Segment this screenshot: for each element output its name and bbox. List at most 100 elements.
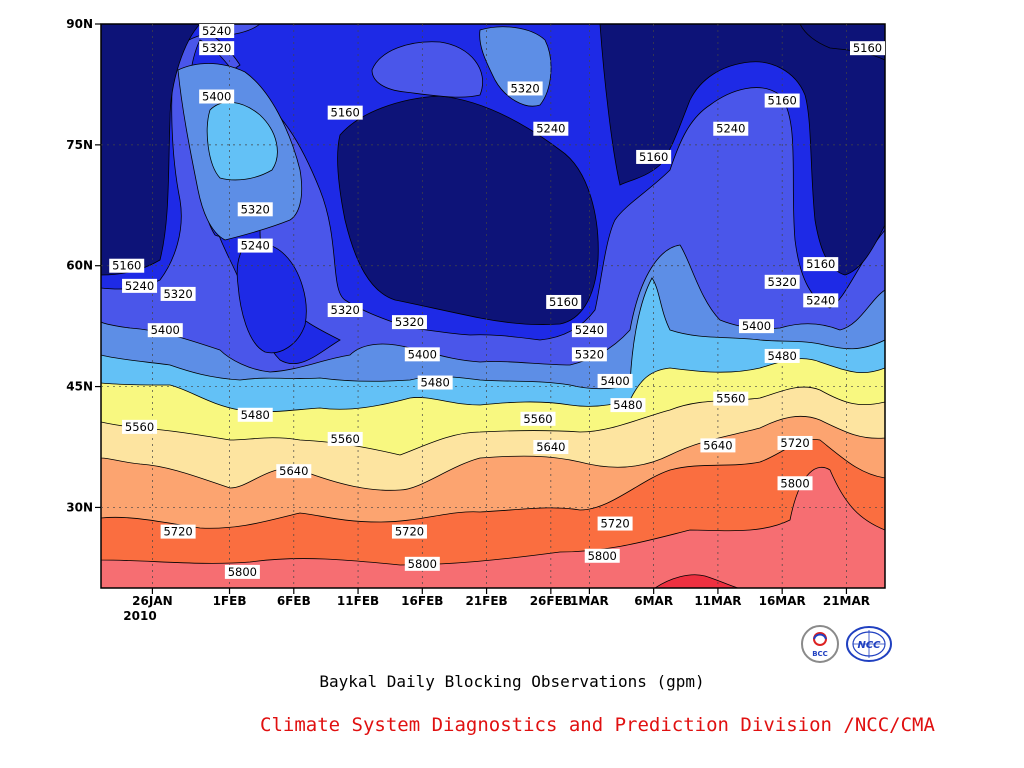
contour-label-text: 5160: [768, 94, 797, 108]
contour-label: 5560: [122, 419, 158, 434]
y-tick-label: 30N: [66, 500, 93, 514]
contour-label: 5160: [327, 105, 363, 120]
patch-5160-west: [236, 243, 307, 354]
contour-label-text: 5320: [510, 81, 539, 95]
contour-label: 5480: [237, 407, 273, 422]
contour-label-box: [327, 105, 363, 120]
contour-label-text: 5560: [716, 392, 745, 406]
contour-label: 5560: [327, 431, 363, 446]
ncc-emblem-icon: NCC: [846, 626, 892, 662]
contour-label-box: [199, 89, 235, 104]
contour-label-box: [764, 93, 800, 108]
x-year-label: 2010: [123, 609, 156, 623]
contour-label-box: [224, 564, 260, 579]
contour-label-box: [160, 524, 196, 539]
contour-label-box: [700, 438, 736, 453]
contour-label: 5800: [224, 564, 260, 579]
contour-label-box: [109, 258, 145, 273]
contour-label: 5640: [533, 440, 569, 454]
contour-label-text: 5640: [279, 464, 308, 478]
contour-label-box: [507, 81, 543, 96]
contour-label-box: [636, 149, 672, 164]
contour-label-text: 5640: [703, 438, 732, 452]
contour-label-box: [404, 556, 440, 571]
x-tick-label: 16FEB: [401, 594, 443, 608]
contour-label-text: 5560: [125, 420, 154, 434]
contour-label-text: 5400: [600, 374, 629, 388]
contour-label-text: 5560: [331, 432, 360, 446]
contour-label: 5240: [237, 238, 273, 253]
contour-label-box: [584, 548, 620, 563]
contour-label-box: [327, 431, 363, 446]
contour-label: 5160: [109, 258, 145, 273]
contour-label-text: 5320: [395, 315, 424, 329]
contour-label-box: [404, 347, 440, 362]
contour-label-box: [417, 375, 453, 390]
contour-label-text: 5400: [742, 319, 771, 333]
contour-label-box: [777, 476, 813, 491]
contour-label: 5720: [597, 516, 633, 531]
contour-label-text: 5320: [575, 347, 604, 361]
contour-label-text: 5320: [768, 275, 797, 289]
contour-label-box: [276, 464, 312, 479]
bcc-emblem-icon: BCC: [801, 625, 839, 663]
contour-label: 5640: [700, 438, 736, 453]
contour-label: 5240: [571, 323, 607, 338]
contour-label-text: 5320: [331, 303, 360, 317]
contour-label-box: [597, 373, 633, 388]
contour-label-box: [533, 121, 569, 136]
x-tick-label: 16MAR: [759, 594, 806, 608]
contour-label-text: 5720: [163, 525, 192, 539]
contour-label-text: 5320: [241, 202, 270, 216]
contour-label-text: 5160: [853, 41, 882, 55]
contour-label: 5720: [391, 524, 427, 539]
contour-label: 5320: [391, 315, 427, 330]
contour-fill-area: [101, 24, 885, 588]
contour-label: 5400: [147, 323, 183, 338]
contour-label: 5160: [636, 149, 672, 164]
contour-label: 5560: [713, 391, 749, 406]
y-tick-label: 90N: [66, 17, 93, 31]
x-tick-label: 6MAR: [634, 594, 673, 608]
contour-label-text: 5240: [806, 293, 835, 307]
contour-label-box: [122, 419, 158, 434]
contour-labels: 5240 5320 5400 5320 5240 5160 5240 5320 5400 5480…: [109, 24, 885, 579]
contour-label-text: 5720: [780, 436, 809, 450]
contour-label-text: 5240: [575, 323, 604, 337]
contour-label-text: 5160: [331, 106, 360, 120]
contour-label-box: [520, 411, 556, 426]
contour-label-text: 5560: [523, 412, 552, 426]
contour-label-box: [237, 202, 273, 217]
bcc-logo: BCC: [800, 624, 840, 668]
contour-label-text: 5480: [421, 376, 450, 390]
region-below-5160-centre: [337, 95, 599, 325]
contour-label-text: 5320: [202, 41, 231, 55]
y-axis: 90N 75N 60N 45N 30N: [66, 17, 101, 514]
svg-text:NCC: NCC: [857, 640, 881, 651]
contour-label-text: 5400: [151, 323, 180, 337]
contour-label-box: [533, 440, 569, 454]
credit-line: Climate System Diagnostics and Predictio…: [260, 714, 935, 736]
contour-label-text: 5160: [112, 259, 141, 273]
contour-label: 5480: [417, 375, 453, 390]
contour-label: 5320: [160, 286, 196, 301]
contour-label: 5400: [199, 89, 235, 104]
contour-label-box: [391, 315, 427, 330]
contour-label: 5160: [850, 41, 885, 56]
contour-label-text: 5240: [202, 24, 231, 38]
y-tick-label: 75N: [66, 138, 93, 152]
contour-label: 5240: [533, 121, 569, 136]
contour-label-text: 5400: [408, 347, 437, 361]
contour-label-text: 5480: [768, 349, 797, 363]
contour-label-box: [391, 524, 427, 539]
contour-label: 5160: [803, 257, 839, 272]
contour-label-text: 5480: [613, 398, 642, 412]
contour-label-text: 5160: [806, 257, 835, 271]
contour-label: 5320: [571, 347, 607, 362]
contour-label: 5720: [777, 435, 813, 450]
y-tick-label: 45N: [66, 380, 93, 394]
x-tick-label: 6FEB: [277, 594, 311, 608]
contour-label-box: [597, 516, 633, 531]
contour-label: 5640: [276, 464, 312, 479]
contour-label-box: [850, 41, 885, 56]
